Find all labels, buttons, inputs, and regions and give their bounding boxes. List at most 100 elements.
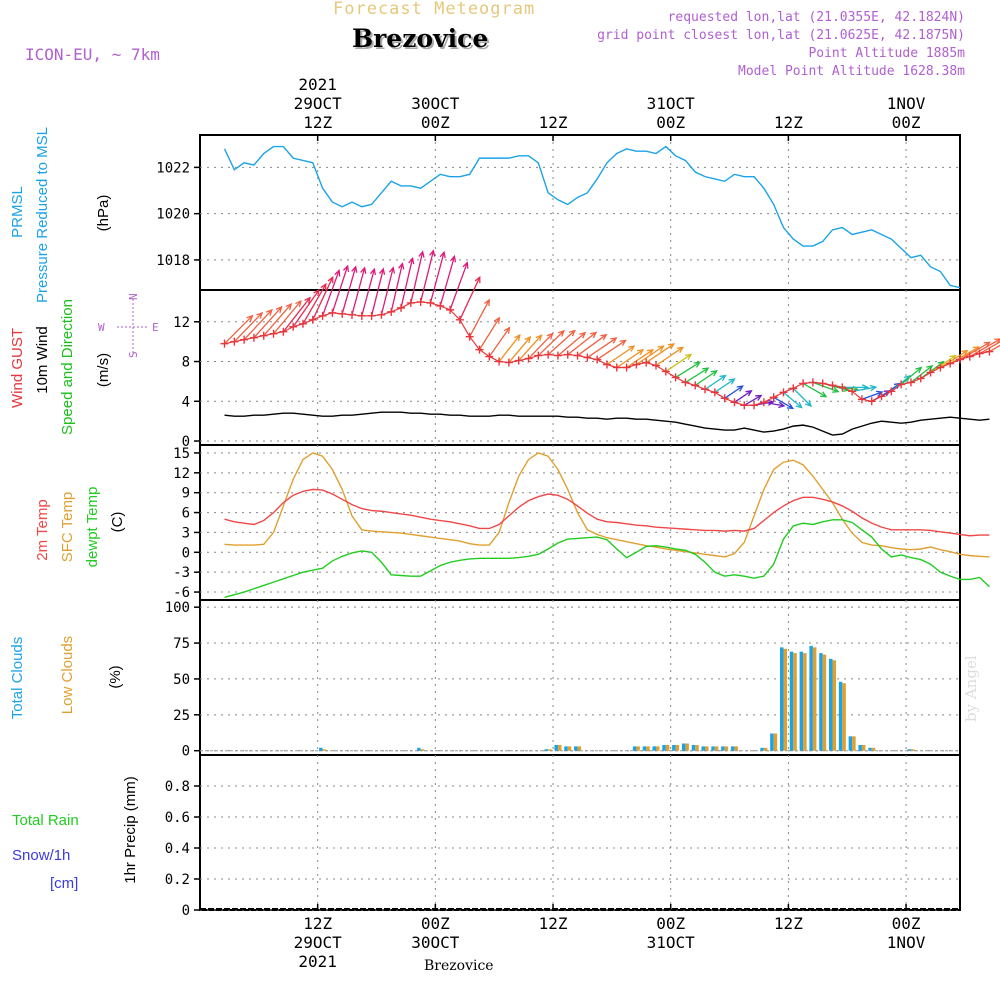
wind-gust-point [759, 398, 768, 407]
arrow-head [667, 343, 676, 350]
wind-gust-point [701, 385, 710, 394]
arrow-head [360, 266, 367, 274]
bottom-time-label: 00Z [892, 914, 921, 933]
arrow-head [524, 335, 532, 344]
low-clouds-bar [656, 746, 660, 751]
wind-direction-arrow [547, 329, 576, 356]
wind-gust-point [279, 327, 288, 336]
low-clouds-bar [714, 746, 719, 751]
total-clouds-bar [672, 744, 676, 751]
low-clouds-bar [803, 653, 807, 751]
top-time-label: 00Z [421, 113, 450, 132]
wind-gust-point [298, 319, 307, 328]
arrow-head [589, 331, 598, 339]
total-clouds-bar [564, 746, 568, 751]
arrow-head [684, 353, 693, 360]
wind-direction-arrow [704, 374, 727, 390]
wind-gust-point [357, 311, 366, 320]
wind-gust-point [956, 355, 964, 364]
wind-gust-point [848, 387, 857, 396]
wind-gust-point [975, 349, 984, 358]
wind-direction-arrow [743, 394, 763, 406]
arrow-head [736, 385, 744, 392]
arrow-shaft [370, 268, 384, 316]
wind-gust-point [230, 337, 239, 346]
arrow-head [398, 262, 405, 270]
arrow-head [600, 333, 608, 341]
total-clouds-bar [691, 744, 696, 751]
arrow-head [961, 349, 969, 357]
arrow-head [745, 389, 753, 397]
arrow-shaft [557, 332, 586, 357]
arrow-head [637, 348, 645, 356]
wind-gust-point [308, 315, 317, 324]
arrow-shaft [361, 268, 375, 317]
arrow-shaft [439, 256, 456, 307]
arrow-shaft [724, 385, 744, 399]
arrow-shaft [488, 327, 511, 357]
arrow-shaft [400, 258, 414, 309]
arrow-shaft [577, 334, 607, 357]
arrow-shaft [694, 370, 718, 386]
wind-gust-point [583, 353, 592, 362]
arrow-head [568, 329, 576, 337]
panel-frame [199, 599, 961, 756]
arrow-head [514, 333, 521, 342]
wind-direction-arrow [273, 299, 302, 335]
arrow-head [876, 390, 884, 397]
arrow-shaft [292, 289, 320, 328]
arrow-shaft [380, 267, 394, 315]
wind-direction-arrow [861, 390, 884, 400]
compass-w: W [98, 321, 105, 334]
wind-gust-point [652, 361, 660, 370]
arrow-shaft [302, 283, 327, 325]
arrow-head [693, 361, 702, 368]
low-clouds-bar [557, 744, 562, 751]
total-clouds-bar [799, 651, 804, 751]
wind-gust-point [406, 298, 415, 307]
low-clouds-bar [763, 747, 768, 751]
footer-location: Brezovice [424, 958, 494, 974]
y-tick-label: 1018 [156, 253, 190, 269]
wind-gust-point [779, 388, 788, 397]
wind-direction-arrow [665, 353, 693, 373]
low-clouds-bar [734, 746, 738, 751]
compass-rose: W E N S [98, 293, 159, 358]
y-tick-label: 15 [173, 446, 190, 462]
total-clouds-bar [730, 746, 735, 751]
wind-direction-arrow [243, 308, 273, 341]
panel-frame [199, 444, 961, 601]
total-clouds-bar [848, 736, 853, 751]
arrow-shaft [665, 353, 692, 373]
bottom-time-label: 00Z [421, 914, 450, 933]
temp-unit-label: (C) [109, 512, 126, 533]
arrow-shaft [783, 391, 803, 409]
wind-direction-arrow [263, 302, 293, 337]
low-clouds-bar [812, 647, 817, 751]
low-clouds-bar [910, 749, 915, 751]
arrow-shaft [312, 276, 334, 321]
total-clouds-bar [632, 746, 637, 751]
arrow-head [474, 275, 481, 284]
arrow-shaft [636, 345, 664, 366]
arrow-shaft [596, 339, 626, 361]
sfc-temp-line [224, 452, 990, 558]
wind-direction-arrow [675, 361, 702, 378]
wind-direction-arrow [626, 348, 655, 369]
wind-gust-point [936, 363, 945, 372]
wind-direction-arrow [714, 378, 736, 393]
arrow-shaft [900, 367, 922, 385]
arrow-head [610, 337, 618, 344]
wind-direction-arrow [685, 367, 710, 383]
arrow-shaft [224, 315, 253, 345]
wind-gust-point [495, 357, 504, 366]
wind-gust-point [926, 368, 935, 377]
sfc-temp-label: SFC Temp [59, 492, 76, 563]
low-clouds-bar [871, 747, 876, 751]
total-clouds-bar [809, 645, 813, 751]
wind-gust-point [681, 378, 690, 387]
wind-gust-point [318, 311, 327, 320]
y-tick-label: 50 [173, 672, 190, 688]
arrow-head [351, 265, 358, 273]
wind-gust-point [750, 401, 759, 410]
